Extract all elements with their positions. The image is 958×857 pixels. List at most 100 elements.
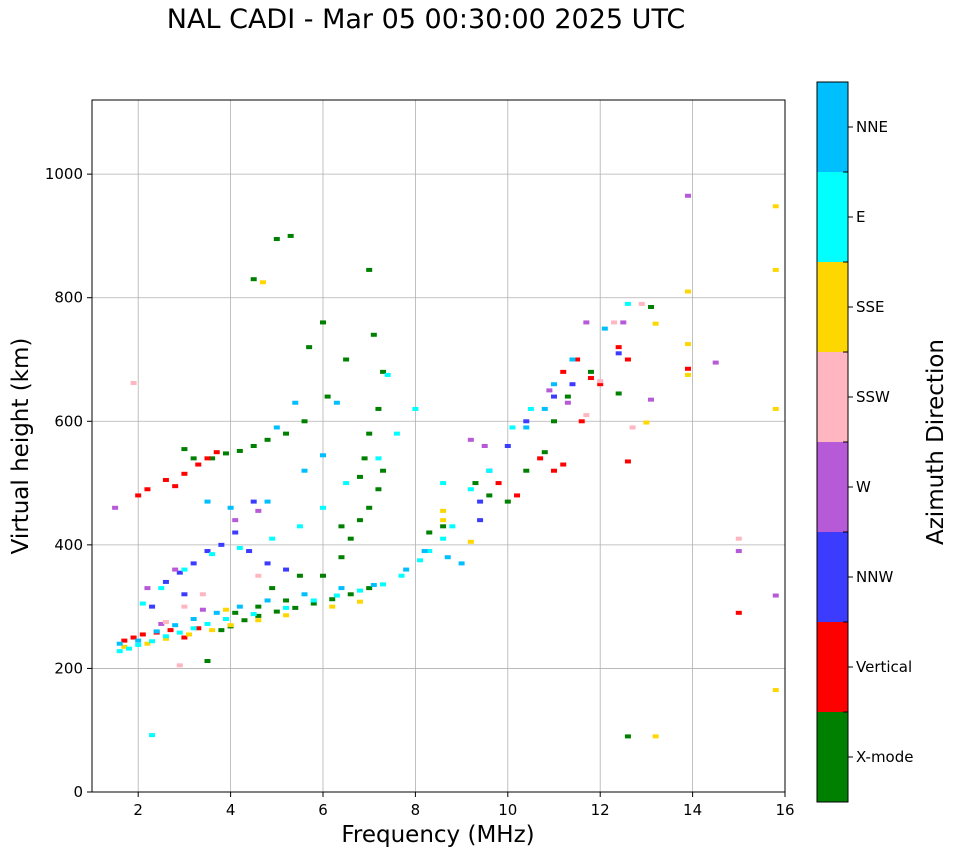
data-point — [121, 644, 128, 649]
data-point — [509, 425, 516, 430]
x-axis: 2 4 6 8 10 12 14 16 — [133, 792, 795, 819]
data-point — [546, 388, 553, 393]
plot-area — [92, 100, 785, 792]
data-point — [213, 450, 220, 455]
data-point — [772, 688, 779, 693]
data-point — [250, 612, 257, 617]
series-ssw — [130, 301, 742, 668]
data-point — [366, 505, 373, 510]
data-point — [735, 610, 742, 615]
data-point — [380, 582, 387, 587]
data-point — [440, 536, 447, 541]
data-point — [587, 376, 594, 381]
colorbar-tick-label: Vertical — [856, 658, 912, 676]
colorbar-segment — [817, 352, 848, 442]
x-tick-label: 2 — [133, 801, 143, 819]
data-point — [574, 357, 581, 362]
data-point — [269, 536, 276, 541]
y-axis: 0 200 400 600 800 1000 — [45, 165, 92, 801]
data-point — [361, 456, 368, 461]
data-point — [356, 588, 363, 593]
data-point — [218, 628, 225, 633]
colorbar-segment — [817, 82, 848, 172]
data-point — [310, 601, 317, 606]
data-point — [320, 453, 326, 458]
data-point — [190, 456, 197, 461]
data-point — [236, 604, 243, 609]
colorbar-frame — [816, 81, 849, 803]
data-point — [209, 628, 216, 633]
data-point — [347, 592, 354, 597]
data-point — [380, 369, 387, 374]
data-point — [255, 613, 262, 618]
data-point — [232, 530, 239, 535]
data-point — [486, 468, 493, 473]
data-point — [204, 621, 211, 626]
data-point — [144, 586, 151, 591]
data-point — [537, 456, 544, 461]
colorbar-tick-label: W — [856, 478, 871, 496]
data-point — [472, 481, 479, 486]
x-tick-label: 4 — [226, 801, 236, 819]
data-point — [283, 613, 290, 618]
x-tick-label: 8 — [411, 801, 421, 819]
data-point — [292, 400, 299, 405]
y-tick-label: 400 — [54, 536, 83, 554]
data-point — [467, 437, 474, 442]
data-point — [366, 586, 373, 591]
colorbar-segment — [817, 262, 848, 352]
data-point — [343, 481, 350, 486]
data-point — [264, 561, 271, 566]
data-point — [301, 592, 308, 597]
data-point — [343, 357, 350, 362]
data-point — [320, 573, 326, 578]
data-point — [227, 623, 234, 628]
data-point — [130, 635, 137, 640]
data-point — [320, 505, 326, 510]
y-tick-label: 800 — [54, 289, 83, 307]
data-point — [648, 304, 655, 309]
data-point — [292, 605, 299, 610]
data-point — [310, 598, 317, 603]
data-point — [176, 570, 183, 575]
colorbar-tick-label: E — [856, 208, 865, 226]
data-point — [393, 431, 400, 436]
data-point — [551, 468, 557, 473]
data-point — [375, 487, 382, 492]
data-point — [477, 499, 484, 504]
data-point — [246, 549, 253, 554]
data-point — [222, 451, 229, 456]
colorbar-segment — [817, 442, 848, 532]
data-point — [149, 604, 156, 609]
colorbar: X-mode Vertical NNW W SSW SSE E NNE — [816, 81, 913, 803]
data-point — [615, 391, 622, 396]
data-point — [370, 332, 377, 337]
y-axis-label: Virtual height (km) — [8, 338, 34, 555]
data-point — [684, 372, 691, 377]
data-point — [329, 604, 336, 609]
data-point — [735, 536, 742, 541]
data-point — [426, 530, 433, 535]
data-point — [615, 345, 622, 350]
data-point — [527, 406, 534, 411]
data-point — [236, 448, 243, 453]
data-point — [296, 573, 303, 578]
data-point — [578, 419, 585, 424]
y-tick-label: 600 — [54, 412, 83, 430]
data-point — [320, 320, 326, 325]
data-point — [440, 481, 447, 486]
data-point — [287, 233, 294, 238]
data-point — [186, 632, 193, 637]
data-point — [250, 444, 257, 448]
colorbar-tick-label: SSE — [856, 298, 885, 316]
data-point — [772, 204, 779, 209]
data-point — [181, 471, 188, 476]
data-point — [597, 382, 604, 387]
data-point — [112, 505, 119, 510]
data-point — [255, 604, 262, 609]
data-point — [421, 549, 428, 554]
data-point — [273, 609, 280, 614]
data-point — [181, 635, 188, 640]
series-nnw — [149, 351, 622, 609]
